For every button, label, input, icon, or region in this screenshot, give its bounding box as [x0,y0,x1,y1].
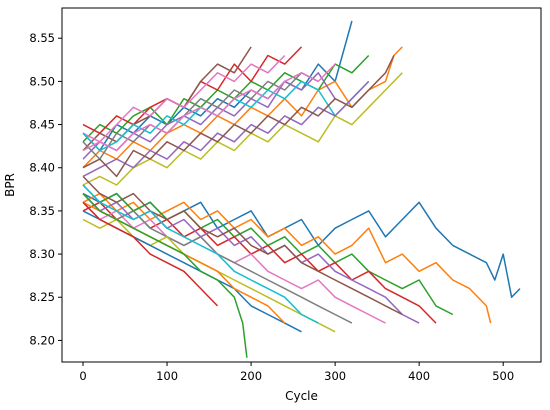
y-tick-label: 8.20 [29,333,55,347]
x-tick-label: 100 [156,369,178,383]
x-tick-label: 400 [408,369,430,383]
x-tick-label: 0 [79,369,86,383]
y-tick-label: 8.40 [29,161,55,175]
y-tick-label: 8.45 [29,118,55,132]
x-tick-label: 200 [240,369,262,383]
y-tick-label: 8.30 [29,247,55,261]
series-line-12 [82,192,492,324]
plot-lines [82,20,521,358]
series-line-16 [82,175,403,316]
series-line-7 [82,54,286,143]
x-tick-label: 500 [492,369,514,383]
plot-frame [61,7,542,363]
series-line-15 [82,193,420,324]
series-line-9 [82,72,403,186]
y-tick-label: 8.25 [29,290,55,304]
series-line-25 [82,80,370,178]
y-axis-ticks: 8.20 8.25 8.30 8.35 8.40 8.45 8.50 8.55 [29,31,62,347]
y-tick-label: 8.55 [29,31,55,45]
y-axis-label: BPR [3,173,17,197]
series-line-24 [82,201,219,307]
series-line-3 [82,54,370,143]
x-axis-ticks: 0 100 200 300 400 500 [79,362,514,383]
x-tick-label: 300 [324,369,346,383]
series-line-23 [82,193,248,358]
series-line-26 [82,55,395,178]
y-tick-label: 8.50 [29,74,55,88]
y-tick-label: 8.35 [29,204,55,218]
series-line-20 [82,184,319,324]
series-line-27 [82,63,336,152]
x-axis-label: Cycle [285,389,318,403]
